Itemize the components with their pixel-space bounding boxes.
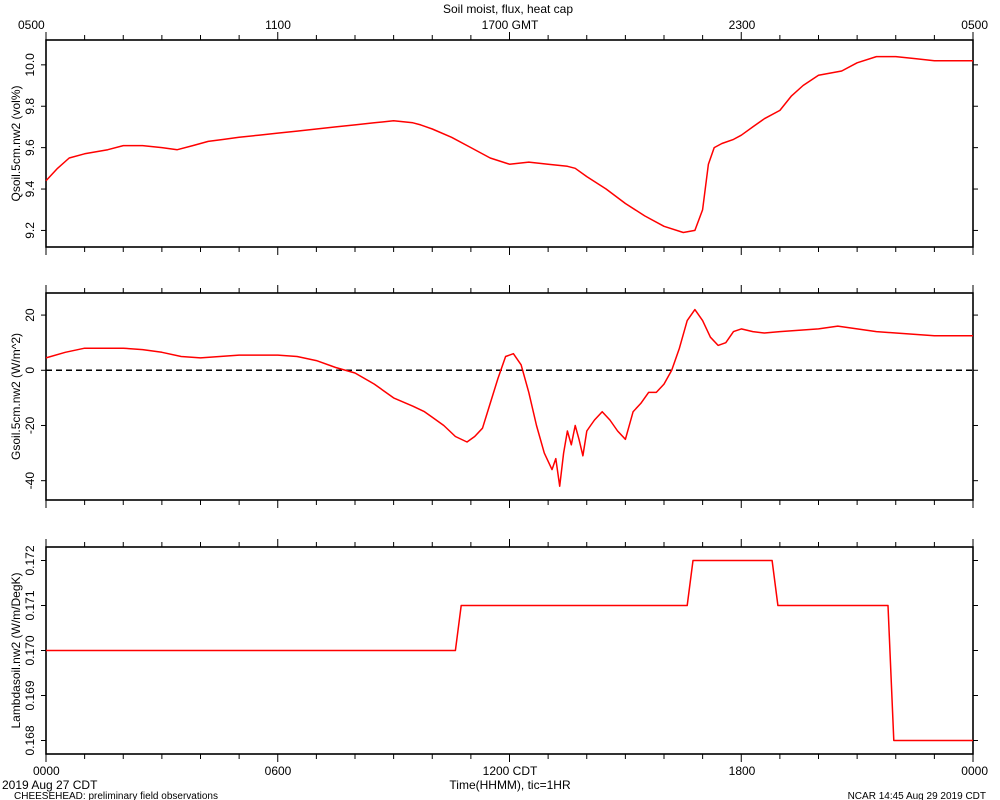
top-axis-label-0500-end: 0500 <box>961 18 988 32</box>
footer-credit: NCAR 14:45 Aug 29 2019 CDT <box>848 791 986 800</box>
series-line <box>46 559 973 742</box>
bottom-axis-label-0000-end: 0000 <box>961 764 988 778</box>
top-axis-label-1700: 1700 GMT <box>482 18 539 32</box>
y-axis-label: Qsoil.5cm.nw2 (vol%) <box>9 85 23 201</box>
x-axis-label: Time(HHMM), tic=1HR <box>449 778 571 792</box>
panel-frame <box>45 39 974 248</box>
chart-title: Soil moist, flux, heat cap <box>443 2 573 16</box>
y-tick-label: 20 <box>23 308 37 322</box>
y-tick-label: 0.172 <box>23 545 37 575</box>
panel-soil-thermal-conductivity: 0.168 0.169 0.170 0.171 0.172Lambdasoil.nw2 … <box>9 539 978 762</box>
footer-project: CHEESEHEAD: preliminary field observatio… <box>14 791 218 800</box>
bottom-axis-labels: 0000 0600 1200 CDT 1800 0000 <box>33 764 988 778</box>
y-tick-label: 0 <box>23 367 37 374</box>
y-tick-label: 0.169 <box>23 680 37 710</box>
y-tick-label: 0.170 <box>23 635 37 665</box>
y-tick-label: 9.2 <box>23 222 37 239</box>
top-axis-label-2300: 2300 <box>729 18 756 32</box>
series-line <box>45 55 973 234</box>
y-axis-label: Gsoil.5cm.nw2 (W/m^2) <box>9 333 23 460</box>
bottom-axis-label-1800: 1800 <box>729 764 756 778</box>
bottom-axis-label-0000: 0000 <box>33 764 60 778</box>
top-axis-label-1100: 1100 <box>265 18 291 32</box>
top-axis-labels: 0500 1100 1700 GMT 2300 0500 <box>18 18 988 32</box>
y-tick-label: -20 <box>23 416 37 434</box>
series-line <box>45 308 973 487</box>
y-axis-label: Lambdasoil.nw2 (W/m/DegK) <box>9 572 23 728</box>
y-tick-label: 9.6 <box>23 139 37 156</box>
y-tick-label: 0.171 <box>23 590 37 620</box>
y-tick-label: 10.0 <box>23 53 37 77</box>
y-tick-label: -40 <box>23 472 37 490</box>
bottom-axis-label-0600: 0600 <box>265 764 292 778</box>
y-tick-label: 0.168 <box>23 725 37 755</box>
bottom-axis-label-1200: 1200 CDT <box>483 764 538 778</box>
y-tick-label: 9.4 <box>23 180 37 197</box>
y-tick-label: 9.8 <box>23 98 37 115</box>
top-axis-label-0500: 0500 <box>18 18 45 32</box>
panel-frame <box>45 292 974 501</box>
footer-date: 2019 Aug 27 CDT <box>2 778 98 792</box>
